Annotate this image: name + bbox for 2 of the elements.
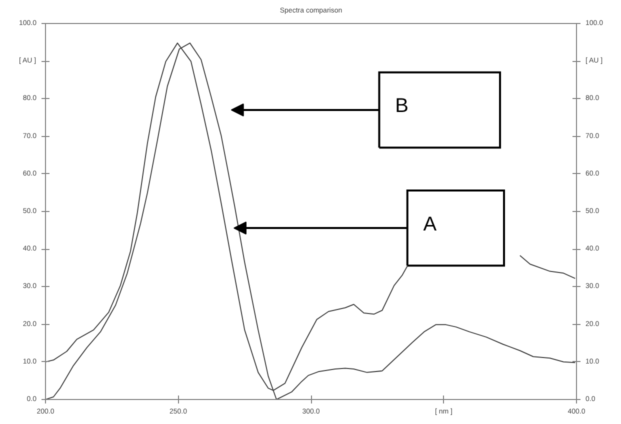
annotation: B xyxy=(395,95,409,118)
annotation: A xyxy=(423,213,438,236)
